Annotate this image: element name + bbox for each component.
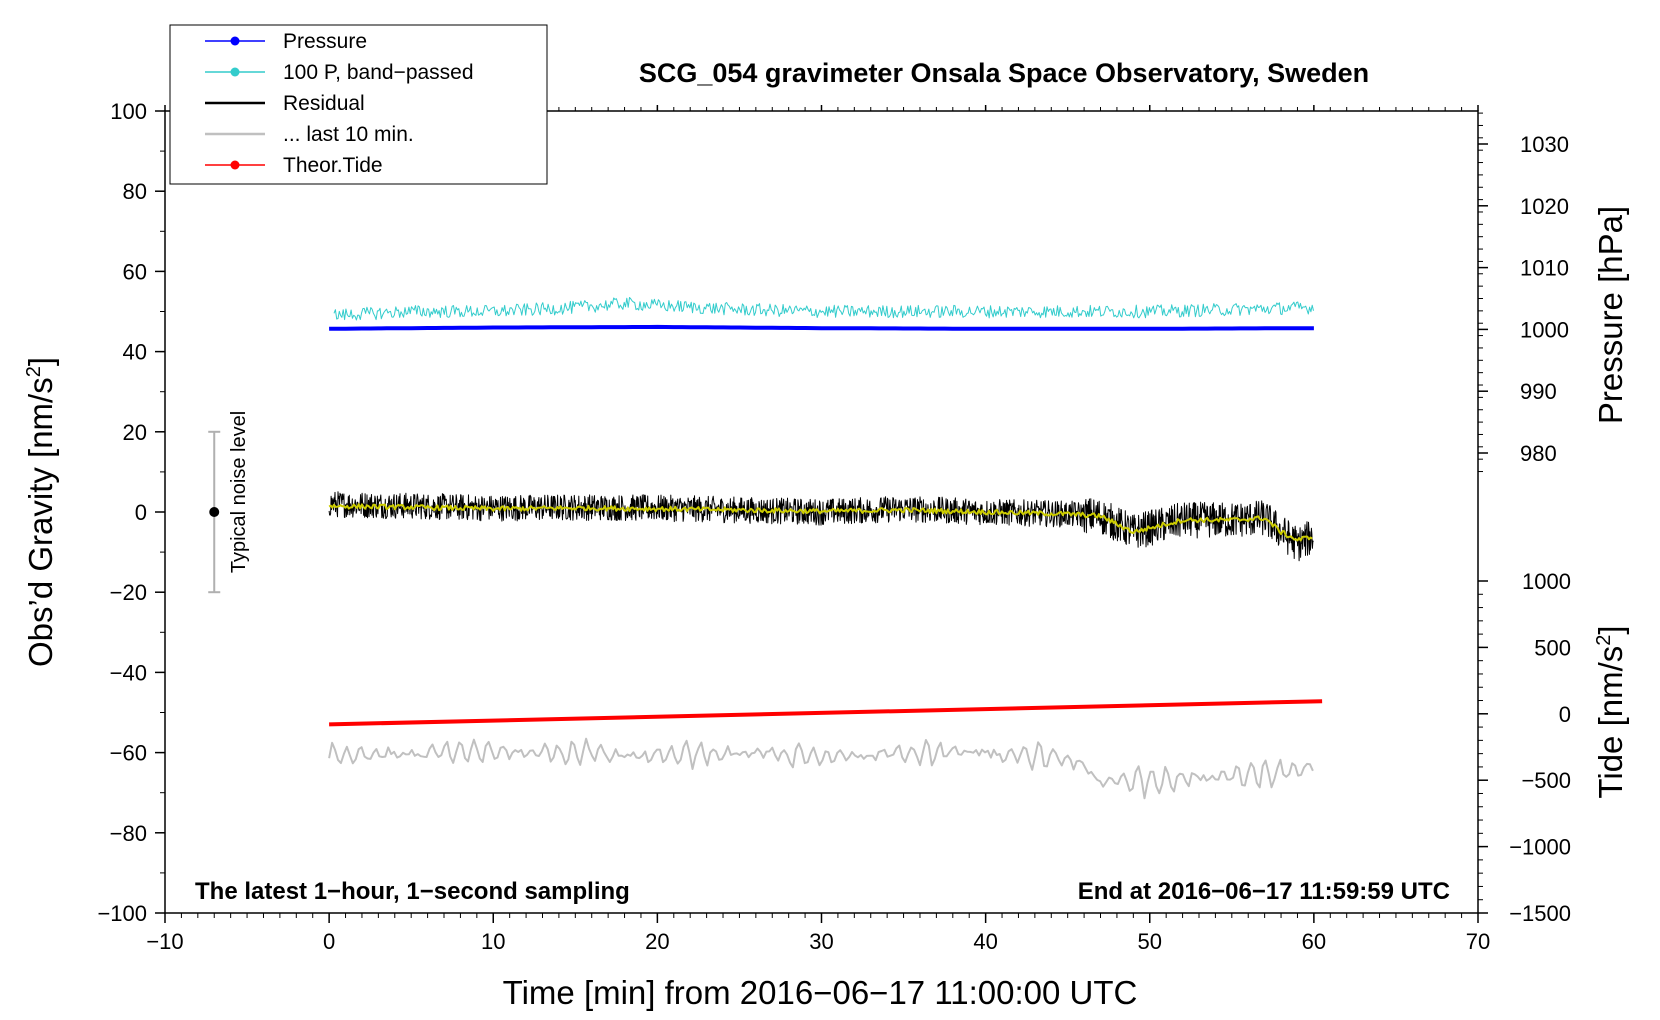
legend-label: ... last 10 min. (283, 123, 414, 146)
series-residual-smoothed (328, 503, 1313, 542)
legend-label: Pressure (283, 30, 367, 53)
y-left-tick-label: −60 (110, 741, 147, 766)
series-pressure (329, 324, 1314, 331)
pressure-tick-label: 980 (1520, 441, 1557, 466)
series-layer (328, 297, 1323, 800)
pressure-tick-label: 1030 (1520, 132, 1569, 157)
y-right-pressure-title: Pressure [hPa] (1592, 206, 1629, 424)
y-left-tick-label: 20 (123, 420, 147, 445)
legend-marker (230, 160, 240, 170)
x-tick-label: 10 (481, 929, 505, 954)
noise-bar-center-dot (209, 507, 220, 517)
y-right-tide-title: Tide [nm/s2] (1592, 625, 1629, 798)
y-left-tick-label: −80 (110, 821, 147, 846)
series-band-passed (333, 297, 1314, 321)
series-last-10-min (328, 737, 1314, 800)
tide-tick-label: 1000 (1522, 569, 1571, 594)
y-left-axis-title: Obs’d Gravity [nm/s2] (22, 357, 59, 667)
y-left-tick-label: 0 (135, 500, 147, 525)
legend-box (169, 24, 548, 185)
pressure-tick-label: 1020 (1520, 194, 1569, 219)
series-theor-tide (329, 699, 1323, 727)
x-axis: −10 0 10 20 30 40 50 60 70 (146, 105, 1490, 954)
y-left-tick-label: −40 (110, 660, 147, 685)
x-tick-label: 50 (1138, 929, 1162, 954)
x-tick-label: 40 (973, 929, 997, 954)
x-tick-label: 0 (323, 929, 335, 954)
y-left-tick-label: −20 (110, 580, 147, 605)
y-left-tick-label: 100 (110, 99, 147, 124)
legend-marker (230, 67, 240, 77)
legend-label: Theor.Tide (283, 154, 383, 177)
x-tick-label: 70 (1466, 929, 1490, 954)
legend: Pressure 100 P, band−passed Residual ... la… (169, 24, 548, 185)
legend-marker (230, 36, 240, 46)
x-tick-label: 30 (809, 929, 833, 954)
y-axis-right: 980 990 1000 1010 1020 1030 −1500 −1000 −500 0 500… (1478, 112, 1571, 926)
annotation-right: End at 2016−06−17 11:59:59 UTC (1078, 878, 1450, 905)
tide-tick-label: −1000 (1509, 835, 1571, 860)
tide-tick-label: −1500 (1509, 901, 1571, 926)
noise-bar (208, 430, 221, 594)
y-left-tick-label: 80 (123, 179, 147, 204)
y-axis-left: −100 −80 −60 −40 −20 0 20 40 60 80 100 (97, 99, 165, 926)
pressure-tick-label: 1000 (1520, 317, 1569, 342)
annotation-left: The latest 1−hour, 1−second sampling (195, 878, 630, 905)
tide-tick-label: −500 (1521, 768, 1571, 793)
x-tick-label: 60 (1302, 929, 1326, 954)
noise-label: Typical noise level (228, 411, 250, 573)
tide-tick-label: 0 (1559, 702, 1571, 727)
tide-tick-label: 500 (1534, 635, 1571, 660)
series-residual (328, 491, 1314, 562)
y-left-tick-label: 60 (123, 259, 147, 284)
pressure-tick-label: 1010 (1520, 256, 1569, 281)
pressure-tick-label: 990 (1520, 379, 1557, 404)
chart-title: SCG_054 gravimeter Onsala Space Observat… (639, 58, 1369, 88)
x-tick-label: −10 (146, 929, 183, 954)
x-tick-label: 20 (645, 929, 669, 954)
legend-label: Residual (283, 92, 365, 115)
y-left-tick-label: −100 (97, 901, 147, 926)
legend-label: 100 P, band−passed (283, 61, 474, 84)
y-left-tick-label: 40 (123, 340, 147, 365)
x-axis-title: Time [min] from 2016−06−17 11:00:00 UTC (503, 974, 1138, 1011)
